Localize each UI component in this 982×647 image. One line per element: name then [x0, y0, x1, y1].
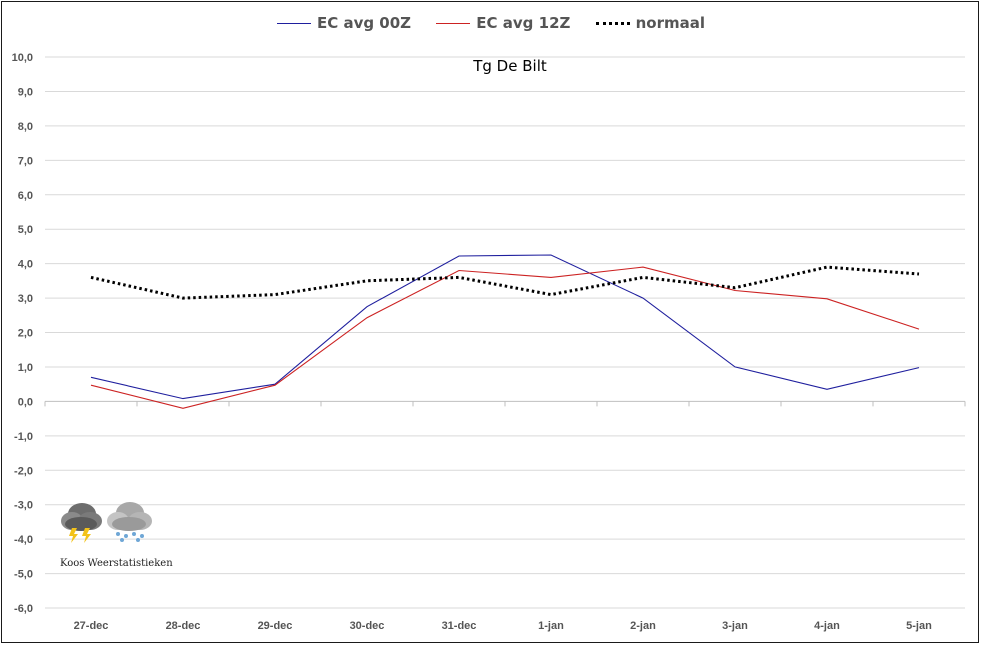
legend-item-ec-avg-12z: EC avg 12Z: [436, 14, 570, 32]
y-tick-label: 8,0: [18, 121, 33, 133]
y-tick-label: 2,0: [18, 328, 33, 340]
chart-title: Tg De Bilt: [473, 57, 547, 75]
y-tick-label: -3,0: [14, 500, 33, 512]
x-tick-label: 29-dec: [258, 620, 293, 632]
y-tick-label: -2,0: [14, 465, 33, 477]
x-tick-label: 28-dec: [166, 620, 201, 632]
snow-cloud-icon: [107, 502, 152, 542]
legend-label-ec-avg-00z: EC avg 00Z: [316, 13, 412, 32]
y-tick-label: 10,0: [12, 52, 33, 64]
thunderstorm-cloud-icon: [61, 502, 152, 543]
x-tick-label: 1-jan: [538, 620, 564, 632]
y-tick-label: 3,0: [18, 293, 33, 305]
chart-legend: EC avg 00Z EC avg 12Z normaal: [0, 13, 982, 32]
y-tick-label: 9,0: [18, 86, 33, 98]
y-tick-label: 7,0: [18, 155, 33, 167]
gridlines: [44, 56, 966, 609]
y-tick-label: -5,0: [14, 569, 33, 581]
y-tick-label: 1,0: [18, 362, 33, 374]
x-tick-label: 27-dec: [74, 620, 109, 632]
y-tick-label: 0,0: [18, 396, 33, 408]
series-line-ec-avg-00z: [90, 254, 920, 400]
legend-item-ec-avg-00z: EC avg 00Z: [276, 13, 412, 32]
legend-label-ec-avg-12z: EC avg 12Z: [476, 13, 571, 32]
legend-swatch-ec-avg-00z: [276, 22, 311, 24]
x-tick-label: 3-jan: [722, 620, 748, 632]
x-tick-label: 2-jan: [630, 620, 656, 632]
legend-swatch-ec-avg-12z: [436, 22, 471, 24]
series-line-ec-avg-12z: [90, 266, 920, 409]
y-axis-ticks: 10,0 9,0 8,0 7,0 6,0 5,0 4,0 3,0 2,0 1,0 0,0 -1,0 -2…: [12, 52, 33, 615]
y-tick-label: -1,0: [14, 431, 33, 443]
y-tick-label: -4,0: [14, 534, 33, 546]
series-line-normaal: [90, 265, 920, 300]
series-lines: [90, 254, 920, 409]
legend-label-normaal: normaal: [635, 13, 706, 32]
watermark-text: Koos Weerstatistieken: [60, 558, 173, 569]
x-tick-label: 4-jan: [814, 620, 840, 632]
legend-swatch-normaal: [595, 21, 630, 25]
legend-item-normaal: normaal: [595, 13, 706, 32]
x-axis-ticks: 27-dec 28-dec 29-dec 30-dec 31-dec 1-jan 2-jan…: [74, 620, 933, 632]
x-tick-label: 30-dec: [350, 620, 385, 632]
watermark-logo: Koos Weerstatistieken: [60, 497, 173, 569]
y-tick-label: 6,0: [18, 190, 33, 202]
y-tick-label: 4,0: [18, 259, 33, 271]
y-tick-label: 5,0: [18, 224, 33, 236]
x-tick-label: 5-jan: [906, 620, 932, 632]
y-tick-label: -6,0: [14, 603, 33, 615]
x-tick-label: 31-dec: [442, 620, 477, 632]
